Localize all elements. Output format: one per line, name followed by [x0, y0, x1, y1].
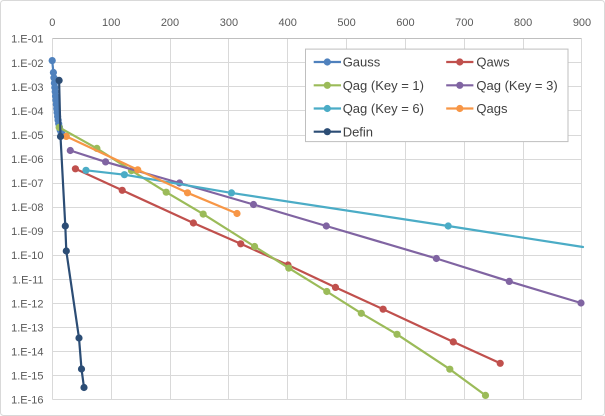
svg-text:Qag (Key = 6): Qag (Key = 6): [343, 101, 424, 116]
svg-text:200: 200: [161, 17, 179, 29]
svg-text:100: 100: [102, 17, 120, 29]
svg-text:0: 0: [49, 17, 55, 29]
svg-text:1.E-05: 1.E-05: [11, 130, 43, 142]
svg-text:1.E-03: 1.E-03: [11, 82, 43, 94]
svg-text:1.E-02: 1.E-02: [11, 58, 43, 70]
svg-text:1.E-01: 1.E-01: [11, 34, 43, 46]
svg-text:Gauss: Gauss: [343, 55, 381, 70]
svg-text:1.E-04: 1.E-04: [11, 106, 43, 118]
svg-text:Qag (Key = 3): Qag (Key = 3): [476, 78, 557, 93]
svg-text:900: 900: [573, 17, 591, 29]
svg-text:800: 800: [514, 17, 532, 29]
svg-text:Qags: Qags: [476, 101, 508, 116]
svg-text:1.E-06: 1.E-06: [11, 154, 43, 166]
svg-text:400: 400: [279, 17, 297, 29]
svg-text:1.E-13: 1.E-13: [11, 322, 43, 334]
svg-text:600: 600: [396, 17, 414, 29]
svg-text:300: 300: [220, 17, 238, 29]
svg-text:1.E-07: 1.E-07: [11, 178, 43, 190]
svg-text:Defin: Defin: [343, 124, 373, 139]
svg-text:Qag (Key = 1): Qag (Key = 1): [343, 78, 424, 93]
svg-text:1.E-11: 1.E-11: [12, 274, 44, 286]
svg-text:1.E-10: 1.E-10: [11, 250, 43, 262]
svg-text:1.E-15: 1.E-15: [11, 371, 43, 383]
svg-text:700: 700: [455, 17, 473, 29]
svg-text:1.E-09: 1.E-09: [11, 226, 43, 238]
svg-text:1.E-12: 1.E-12: [11, 298, 43, 310]
svg-text:1.E-14: 1.E-14: [11, 347, 43, 359]
svg-text:Qaws: Qaws: [476, 55, 510, 70]
svg-text:500: 500: [337, 17, 355, 29]
svg-text:1.E-08: 1.E-08: [11, 202, 43, 214]
svg-text:1.E-16: 1.E-16: [11, 395, 43, 407]
